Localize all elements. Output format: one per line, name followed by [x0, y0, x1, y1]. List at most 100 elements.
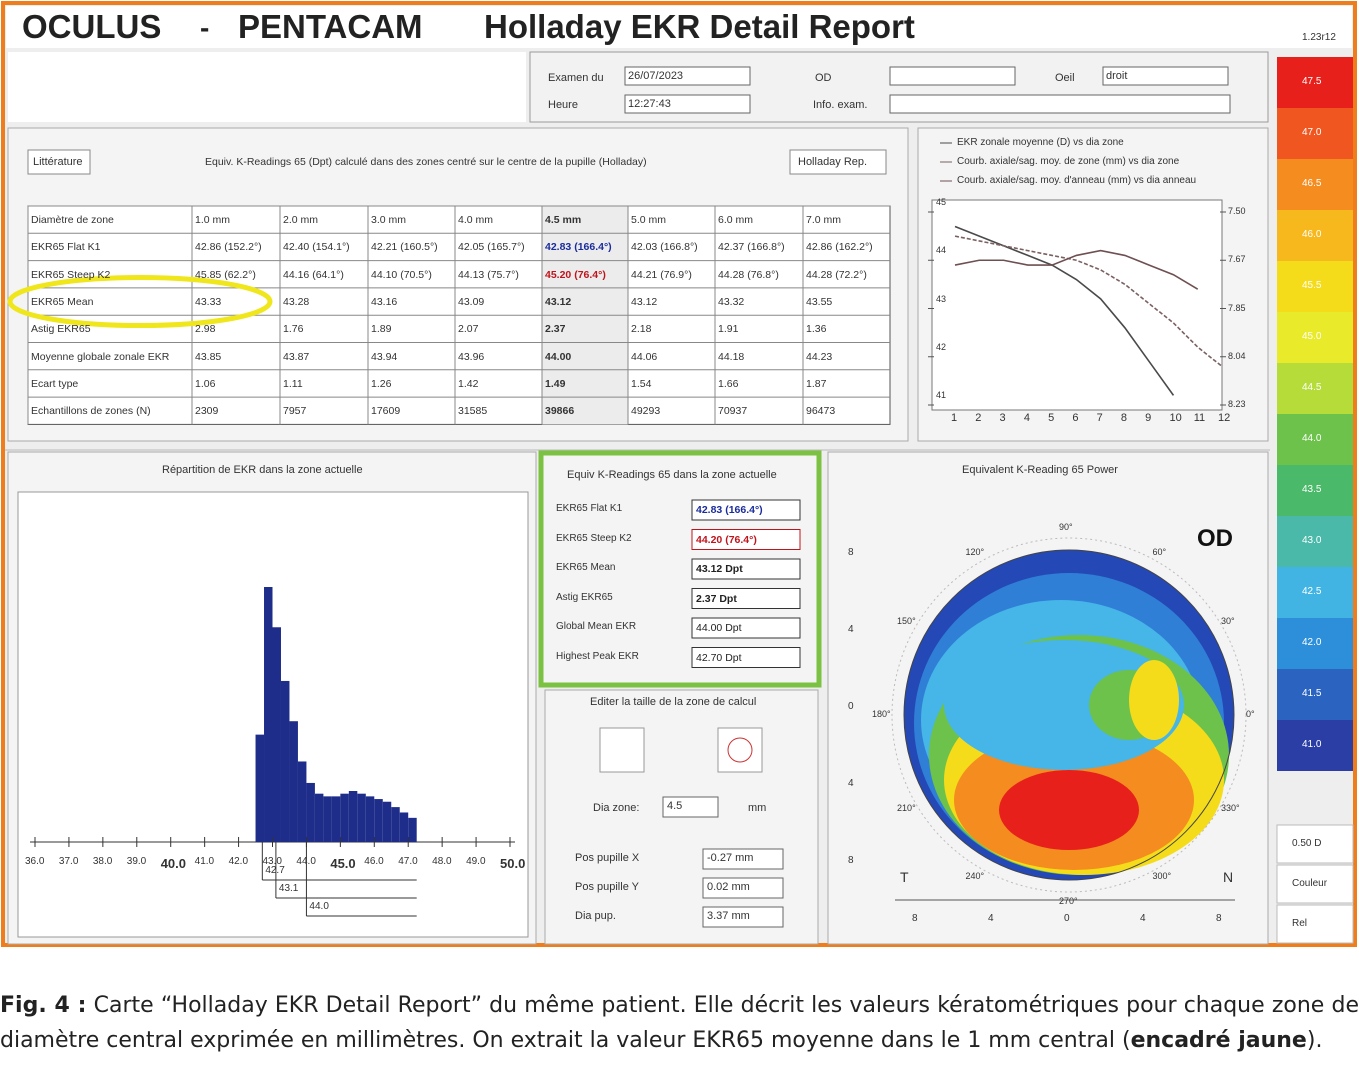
field — [702, 848, 784, 870]
scale-button[interactable] — [1276, 824, 1354, 864]
scale-button[interactable] — [1276, 864, 1354, 904]
panel-title: Editer la taille de la zone de calcul — [590, 696, 757, 708]
table-cell: 49293 — [631, 405, 661, 418]
angle-label: 270° — [1059, 896, 1078, 906]
table-cell: 43.85 — [195, 350, 222, 363]
y2-tick-label: 7.85 — [1228, 302, 1246, 313]
x-tick-label: 36.0 — [25, 856, 45, 867]
row-value: 42.70 Dpt — [696, 651, 742, 664]
scale-label: 46.0 — [1302, 229, 1322, 240]
table-cell: 3.0 mm — [371, 214, 407, 226]
scale-button-label: 0.50 D — [1292, 838, 1322, 849]
table-cell: 44.10 (70.5°) — [371, 268, 432, 281]
legend-entry: Courb. axiale/sag. moy. de zone (mm) vs … — [957, 156, 1180, 167]
table-cell: 17609 — [371, 405, 401, 418]
scale-swatch — [1277, 414, 1353, 465]
heading: Equiv. K-Readings 65 (Dpt) calculé dans … — [205, 156, 647, 168]
scale-button[interactable] — [1276, 904, 1354, 944]
panel-title: Equivalent K-Reading 65 Power — [962, 464, 1118, 476]
scale-label: 45.5 — [1302, 280, 1322, 291]
table-cell: 1.66 — [718, 377, 739, 390]
table-cell: 1.54 — [631, 377, 652, 390]
angle-label: 330° — [1220, 802, 1240, 813]
target-icon[interactable] — [717, 727, 763, 773]
table-cell: 42.03 (166.8°) — [631, 241, 698, 254]
table-cell: 45.20 (76.4°) — [545, 268, 606, 281]
scale-label: 45.0 — [1302, 331, 1322, 342]
value: 12:27:43 — [628, 98, 671, 110]
scale-label: 43.0 — [1302, 535, 1322, 546]
row-value: 43.12 Dpt — [696, 563, 743, 575]
label: Dia pup. — [575, 910, 616, 922]
scale-swatch — [1277, 618, 1353, 669]
angle-label: 90° — [1059, 522, 1073, 532]
field — [889, 94, 1231, 114]
side-label: T — [900, 869, 909, 885]
angle-label: 150° — [897, 615, 916, 626]
angle-label: 120° — [965, 547, 985, 558]
select-icon[interactable] — [599, 727, 645, 773]
caption-end: ). — [1306, 1028, 1323, 1053]
y-tick-label: 41 — [936, 390, 947, 400]
row-value: 44.20 (76.4°) — [696, 533, 757, 546]
table-cell: 2.0 mm — [283, 214, 319, 226]
table-cell: 43.33 — [195, 295, 222, 308]
scale-label: 47.5 — [1302, 76, 1322, 87]
table-cell: 1.26 — [371, 377, 392, 390]
y-axis-label: 8 — [848, 855, 854, 866]
marker-label: 44.0 — [309, 901, 329, 912]
table-cell: 1.87 — [806, 377, 827, 390]
table-cell: 4.0 mm — [458, 214, 494, 226]
table-cell: 44.06 — [631, 350, 658, 363]
scale-swatch — [1277, 159, 1353, 210]
angle-label: 0° — [1246, 709, 1255, 719]
button[interactable] — [789, 149, 887, 175]
table-cell: 43.28 — [283, 295, 310, 308]
row-label: Highest Peak EKR — [556, 650, 639, 662]
scale-swatch — [1277, 210, 1353, 261]
x-axis-label: 8 — [912, 913, 918, 924]
x-tick-label: 43.0 — [262, 856, 282, 867]
field — [662, 796, 719, 818]
table-cell: 42.37 (166.8°) — [718, 241, 785, 254]
table-cell: 1.49 — [545, 377, 566, 390]
field — [702, 877, 784, 899]
x-tick-label: 5 — [1048, 412, 1055, 424]
x-axis-label: 8 — [1216, 913, 1222, 924]
table-cell: 42.86 (162.2°) — [806, 241, 873, 254]
scale-label: 44.0 — [1302, 433, 1322, 444]
table-cell: 44.18 — [718, 350, 745, 363]
map-zone — [999, 770, 1139, 850]
scale-label: 43.5 — [1302, 484, 1322, 495]
x-tick-label: 45.0 — [330, 856, 356, 871]
x-tick-label: 49.0 — [466, 856, 486, 867]
row-label: EKR65 Flat K1 — [556, 503, 623, 514]
table-cell: 43.55 — [806, 295, 833, 308]
y-axis-label: 0 — [848, 701, 854, 712]
table-cell: 5.0 mm — [631, 214, 667, 226]
table-cell: 43.16 — [371, 295, 398, 308]
map-zone — [1129, 660, 1179, 740]
table-cell: 44.21 (76.9°) — [631, 268, 692, 281]
button-label: Littérature — [33, 156, 83, 168]
x-axis-label: 4 — [1140, 913, 1146, 924]
target-ring — [727, 737, 753, 763]
histogram-bar — [323, 796, 332, 842]
table-cell: 2.18 — [631, 323, 652, 336]
button[interactable] — [27, 149, 91, 175]
table-cell: 43.12 — [545, 295, 572, 308]
caption: Fig. 4 : Carte “Holladay EKR Detail Repo… — [0, 988, 1359, 1058]
histogram-bar — [408, 817, 417, 842]
histogram-bar — [374, 799, 383, 842]
row-label: EKR65 Steep K2 — [31, 268, 111, 281]
table-cell: 1.11 — [283, 377, 303, 390]
row-value: 2.37 Dpt — [696, 592, 737, 605]
table-cell: 1.89 — [371, 323, 392, 336]
row-label: EKR65 Flat K1 — [31, 241, 101, 254]
table-cell: 43.94 — [371, 350, 398, 363]
legend-entry: Courb. axiale/sag. moy. d'anneau (mm) vs… — [957, 175, 1197, 186]
label: Pos pupille Y — [575, 881, 640, 893]
row-value: 44.00 Dpt — [696, 622, 742, 634]
scale-swatch — [1277, 108, 1353, 159]
